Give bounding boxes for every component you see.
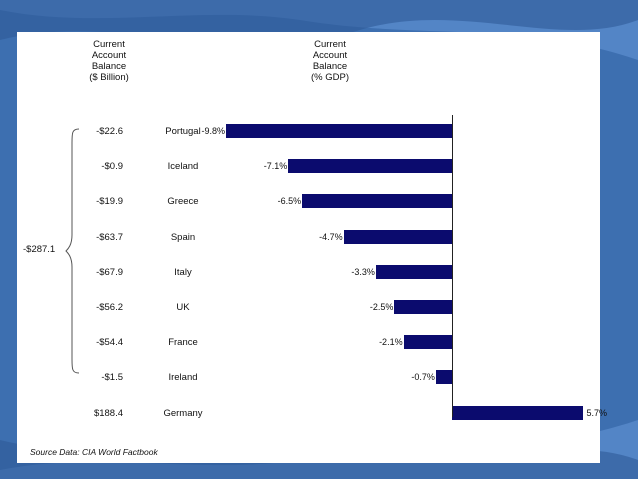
bar-value-label: -2.5% — [369, 302, 394, 312]
balance-value: -$22.6 — [96, 126, 123, 137]
gdp-header-line: (% GDP) — [311, 72, 349, 83]
balance-value: $188.4 — [93, 407, 123, 419]
balance-value: -$19.9 — [96, 196, 123, 208]
bar — [288, 159, 452, 174]
gdp-header-line: Current — [314, 39, 346, 50]
bar-value-label: -6.5% — [277, 196, 302, 207]
balance-value: -$0.9 — [101, 161, 123, 173]
bar — [226, 124, 452, 138]
bar — [435, 370, 452, 385]
balance-value: -$67.9 — [96, 266, 123, 278]
bar — [452, 405, 584, 420]
total-balance-label: -$287.1 — [23, 244, 56, 255]
bar — [302, 194, 452, 209]
country-label: UK — [176, 302, 190, 313]
balance-header-line: Current — [93, 39, 125, 50]
bar — [343, 229, 452, 244]
total-bracket — [65, 128, 80, 374]
balance-header-line: ($ Billion) — [89, 72, 129, 83]
bar-value-label: -2.1% — [379, 337, 403, 348]
gdp-header-line: Balance — [312, 61, 348, 72]
country-label: Iceland — [167, 161, 199, 173]
bar-value-label: -3.3% — [351, 266, 375, 277]
balance-value: -$56.2 — [96, 302, 123, 313]
bar-value-label: -4.7% — [319, 231, 343, 242]
country-label: Ireland — [168, 372, 198, 384]
country-label: Portugal — [165, 126, 201, 137]
country-label: Italy — [174, 266, 192, 278]
balance-header-line: Balance — [91, 61, 127, 72]
gdp-header-line: Account — [312, 50, 348, 61]
bar — [403, 335, 452, 350]
bar-value-label: -9.8% — [201, 126, 225, 136]
chart-slide: Current Account Balance ($ Billion) Current… — [17, 32, 607, 463]
balance-header-line: Account — [91, 50, 127, 61]
source-note: Source Data: CIA World Factbook — [30, 447, 158, 457]
country-label: Spain — [170, 231, 196, 243]
country-label: Germany — [163, 407, 203, 419]
bar — [394, 300, 452, 314]
balance-value: -$54.4 — [96, 337, 123, 349]
bar-value-label: -0.7% — [411, 372, 435, 383]
country-label: Greece — [167, 196, 199, 208]
zero-axis-line — [452, 115, 453, 417]
gdp-column-header: Current Account Balance (% GDP) — [290, 39, 370, 83]
bar-value-label: 5.7% — [586, 407, 607, 418]
bar — [375, 264, 452, 279]
country-label: France — [168, 337, 198, 349]
balance-value: -$63.7 — [96, 231, 123, 243]
bar-value-label: -7.1% — [263, 161, 288, 172]
balance-value: -$1.5 — [101, 372, 123, 384]
balance-column-header: Current Account Balance ($ Billion) — [69, 39, 149, 83]
